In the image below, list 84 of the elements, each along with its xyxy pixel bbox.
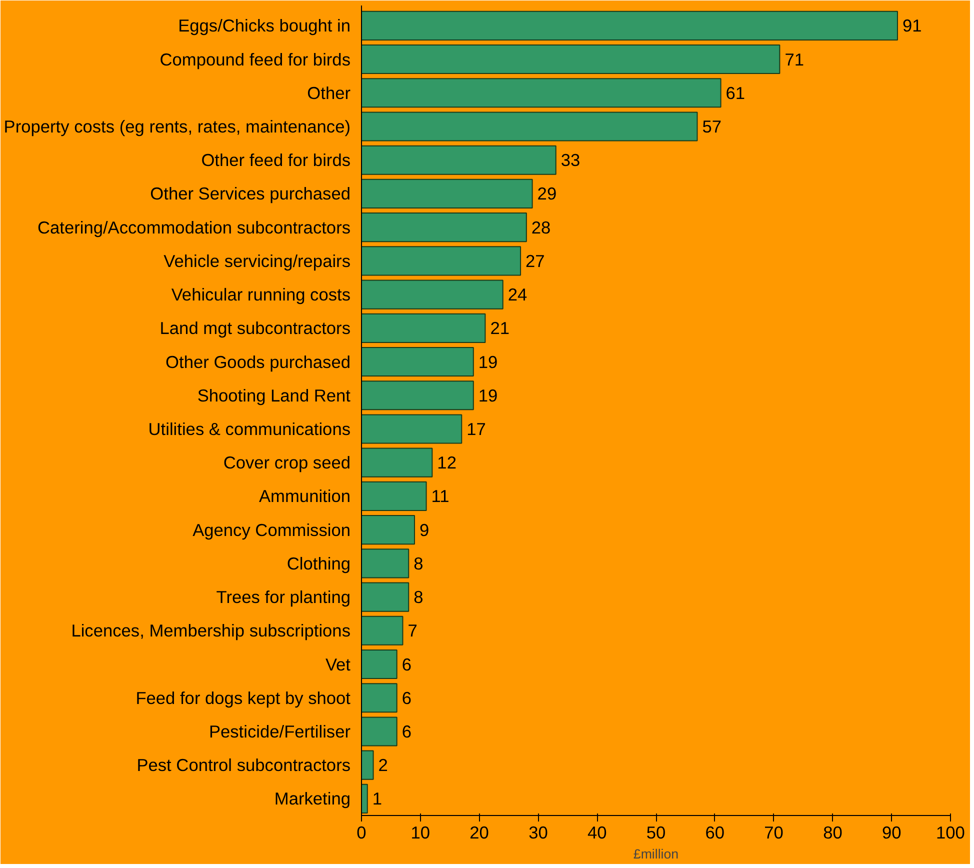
bar (362, 280, 504, 310)
bar (362, 145, 556, 175)
y-tick-label: Vehicle servicing/repairs (164, 250, 351, 271)
y-tick-label: Feed for dogs kept by shoot (136, 688, 351, 708)
bar (362, 515, 416, 545)
bar (362, 10, 898, 40)
data-label: 61 (726, 82, 746, 103)
bar (362, 616, 404, 646)
data-label: 2 (378, 755, 388, 776)
data-label: 8 (414, 587, 424, 608)
y-tick-label: Pest Control subcontractors (136, 755, 351, 776)
bar (362, 346, 474, 377)
bar (362, 414, 462, 444)
y-tick-label: Compound feed for birds (160, 49, 351, 70)
y-tick-label: Marketing (274, 788, 351, 809)
y-tick-label: Clothing (286, 553, 350, 574)
y-tick-label: Other feed for birds (201, 150, 351, 170)
y-tick-label: Ammunition (259, 486, 351, 506)
y-tick-label: Other (307, 82, 351, 103)
x-tick-label: 60 (705, 822, 725, 842)
x-tick-label: 20 (470, 822, 489, 842)
x-tick-label: 0 (356, 822, 366, 842)
bar (362, 44, 780, 74)
x-tick-label: 100 (936, 822, 965, 842)
data-label: 71 (784, 49, 804, 70)
data-label: 21 (490, 318, 510, 338)
bar (362, 716, 398, 746)
y-tick-label: Catering/Accommodation subcontractors (37, 217, 351, 238)
data-label: 27 (526, 250, 545, 271)
bar (362, 380, 474, 410)
data-label: 28 (531, 217, 551, 238)
x-tick-label: 70 (764, 822, 784, 842)
y-tick-label: Property costs (eg rents, rates, maintenance) (4, 116, 351, 136)
y-tick-label: Vet (325, 654, 351, 674)
x-tick-label: 10 (410, 822, 430, 842)
data-label: 12 (437, 452, 456, 473)
data-label: 24 (508, 284, 528, 305)
data-label: 7 (408, 620, 418, 641)
data-label: 91 (902, 16, 922, 36)
bar (362, 582, 410, 612)
y-tick-label: Eggs/Chicks bought in (178, 16, 351, 36)
y-tick-label: Other Goods purchased (166, 352, 351, 372)
data-label: 33 (560, 150, 580, 170)
x-tick-label: 80 (823, 822, 842, 842)
bar (362, 178, 533, 208)
bar (362, 750, 374, 780)
data-label: 29 (537, 184, 557, 204)
y-tick-label: Vehicular running costs (171, 284, 351, 305)
data-label: 57 (702, 116, 722, 136)
data-label: 8 (414, 553, 424, 574)
bar (362, 112, 698, 142)
y-tick-label: Shooting Land Rent (197, 385, 351, 406)
data-label: 6 (402, 721, 412, 742)
data-label: 1 (372, 788, 382, 809)
bar (362, 246, 522, 276)
y-tick-label: Cover crop seed (223, 452, 351, 473)
y-tick-label: Other Services purchased (150, 184, 351, 204)
y-tick-label: Agency Commission (192, 520, 351, 540)
x-tick-label: 90 (882, 822, 902, 842)
data-label: 9 (420, 520, 430, 540)
y-tick-label: Utilities & communications (148, 418, 351, 439)
y-tick-label: Land mgt subcontractors (160, 318, 351, 338)
x-axis-title: £million (633, 846, 679, 862)
bar (362, 481, 427, 511)
data-label: 19 (478, 352, 498, 372)
data-label: 11 (431, 486, 450, 506)
x-tick-label: 50 (646, 822, 666, 842)
bar (362, 649, 398, 680)
y-tick-label: Pesticide/Fertiliser (208, 721, 351, 742)
x-tick-label: 30 (528, 822, 548, 842)
data-label: 6 (402, 688, 412, 708)
x-tick-label: 40 (587, 822, 607, 842)
y-tick-label: Trees for planting (216, 587, 351, 608)
bar (362, 212, 527, 242)
bar (362, 313, 486, 343)
data-label: 6 (402, 654, 412, 674)
bar (362, 784, 368, 814)
bar (362, 448, 433, 478)
y-tick-label: Licences, Membership subscriptions (71, 620, 351, 641)
data-label: 19 (478, 385, 498, 406)
bar (362, 78, 722, 108)
bar (362, 683, 398, 713)
data-label: 17 (466, 418, 486, 439)
bar (362, 548, 410, 578)
